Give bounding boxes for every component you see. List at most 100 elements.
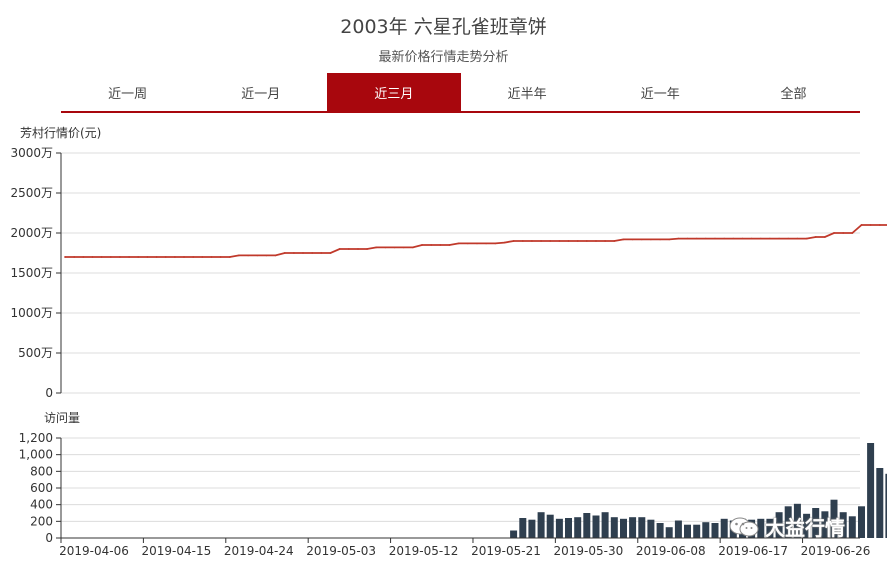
price-point	[723, 237, 726, 240]
price-point	[384, 246, 387, 249]
price-point	[714, 237, 716, 240]
visits-bar	[693, 524, 701, 538]
price-point	[329, 252, 332, 254]
visits-bar	[592, 515, 600, 538]
price-point	[466, 242, 469, 245]
price-point	[704, 237, 707, 240]
tab-three-months[interactable]: 近三月	[327, 73, 461, 111]
price-point	[512, 240, 515, 242]
price-point	[503, 241, 506, 244]
visits-bar	[610, 517, 618, 538]
price-axis-title: 芳村行情价(元)	[20, 126, 102, 140]
visits-bar	[784, 506, 792, 538]
visits-y-tick-label: 400	[30, 498, 53, 512]
price-point	[448, 244, 451, 246]
price-point	[595, 240, 597, 242]
price-point	[219, 256, 222, 258]
price-point	[759, 237, 762, 240]
price-point	[769, 237, 771, 240]
visits-bar	[858, 506, 865, 538]
price-point	[485, 242, 487, 245]
price-point	[91, 256, 94, 258]
price-point	[631, 238, 634, 241]
chart-title: 2003年 六星孔雀班章饼	[340, 16, 547, 38]
price-point	[357, 248, 359, 250]
x-tick-label: 2019-05-03	[306, 544, 376, 558]
price-y-tick-label: 2000万	[10, 226, 53, 240]
price-point	[210, 256, 213, 258]
price-point	[421, 244, 423, 246]
price-point	[860, 224, 863, 226]
visits-bar	[684, 524, 691, 538]
visits-bar	[555, 518, 563, 538]
x-tick-label: 2019-04-24	[224, 544, 294, 558]
price-point	[457, 242, 460, 245]
price-point	[622, 238, 625, 241]
price-point	[164, 256, 167, 258]
visits-bar	[537, 512, 545, 538]
price-point	[302, 252, 304, 254]
price-point	[82, 256, 85, 258]
price-point	[174, 256, 176, 258]
visits-bar	[629, 517, 637, 538]
price-point	[805, 237, 808, 240]
watermark-text: 大益行情	[765, 516, 845, 540]
x-tick-label: 2019-05-21	[471, 544, 541, 558]
visits-bar	[812, 508, 820, 538]
price-point	[274, 254, 277, 257]
price-y-tick-label: 2500万	[10, 186, 53, 200]
price-point	[833, 232, 835, 234]
price-y-tick-label: 0	[45, 386, 53, 400]
visits-bar	[656, 523, 664, 538]
price-point	[265, 254, 268, 257]
visits-y-tick-label: 0	[45, 531, 53, 545]
visits-bar	[601, 512, 609, 538]
price-point	[750, 237, 753, 240]
tab-all[interactable]: 全部	[780, 86, 807, 102]
tab-half-year[interactable]: 近半年	[507, 86, 547, 102]
price-point	[439, 244, 442, 246]
visits-bar	[574, 517, 582, 538]
price-point	[558, 240, 561, 242]
visits-y-tick-label: 600	[30, 481, 53, 495]
chart-subtitle: 最新价格行情走势分析	[378, 50, 509, 65]
visits-y-tick-label: 800	[30, 464, 53, 478]
tab-month[interactable]: 近一月	[241, 86, 281, 102]
visits-bar	[546, 514, 554, 538]
price-point	[183, 256, 185, 258]
x-tick-label: 2019-05-12	[389, 544, 459, 558]
price-point	[430, 244, 433, 246]
visits-bar	[803, 513, 811, 538]
visits-bar	[867, 443, 875, 538]
visits-bar	[876, 468, 884, 538]
visits-bar	[528, 519, 536, 538]
price-point	[320, 252, 323, 254]
visits-bar	[830, 499, 838, 538]
visits-bar	[885, 473, 887, 538]
price-point	[778, 237, 780, 240]
price-point	[393, 246, 396, 249]
price-point	[201, 256, 204, 258]
price-point	[677, 237, 680, 240]
price-point	[650, 238, 652, 241]
price-point	[878, 224, 881, 226]
price-point	[824, 236, 826, 238]
price-point	[814, 236, 817, 238]
tab-year[interactable]: 近一年	[640, 86, 680, 102]
price-point	[366, 248, 368, 250]
price-point	[238, 254, 240, 257]
visits-bar	[839, 512, 847, 538]
price-point	[549, 240, 552, 242]
price-point	[668, 238, 671, 241]
x-tick-label: 2019-06-17	[718, 544, 788, 558]
price-point	[192, 256, 195, 258]
price-point	[640, 238, 643, 241]
x-tick-label: 2019-06-26	[801, 544, 871, 558]
price-point	[338, 248, 341, 250]
price-point	[412, 246, 414, 249]
price-point	[256, 254, 259, 257]
price-point	[293, 252, 295, 254]
tab-week[interactable]: 近一周	[108, 86, 148, 102]
price-point	[228, 256, 231, 258]
visits-y-tick-label: 1,000	[19, 448, 53, 462]
